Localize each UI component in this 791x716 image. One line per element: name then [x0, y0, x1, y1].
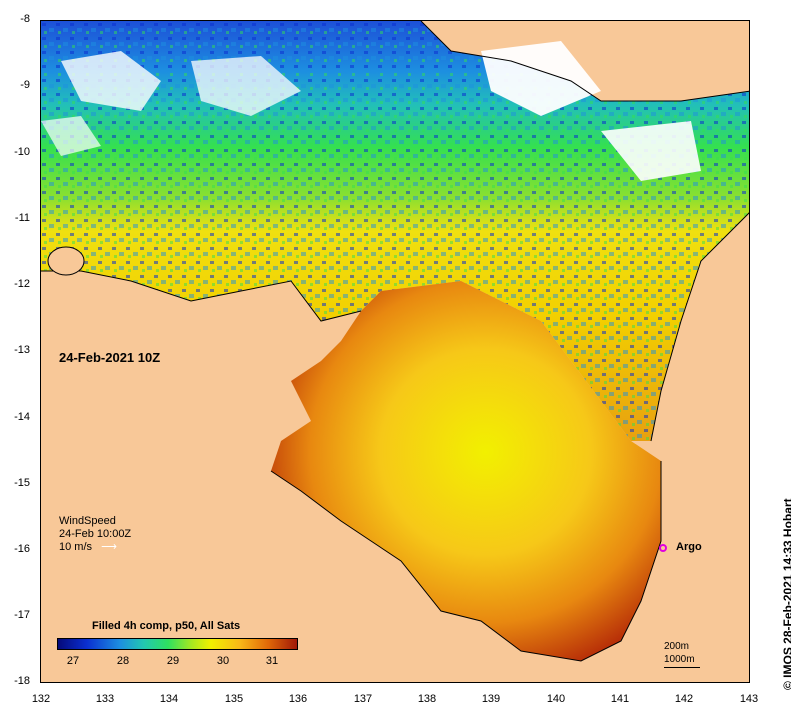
colorbar-tick: 28 [116, 655, 130, 667]
lon-tick-label: 135 [224, 693, 244, 705]
wind-scale-row: 10 m/s ⟶ [59, 541, 131, 554]
colorbar [57, 638, 298, 650]
wind-time: 24-Feb 10:00Z [59, 528, 132, 540]
lon-tick-label: 137 [353, 693, 373, 705]
wind-arrow-icon: ⟶ [101, 541, 117, 553]
date-label: 24-Feb-2021 10Z [59, 350, 161, 365]
colorbar-tick: 27 [66, 655, 80, 667]
cloud-gap [61, 51, 161, 111]
lon-tick-label: 132 [31, 693, 51, 705]
lat-tick-label: -8 [20, 13, 30, 25]
island [47, 246, 85, 276]
lat-tick-label: -13 [14, 344, 30, 356]
cloud-gap [191, 56, 301, 116]
lon-tick-label: 138 [417, 693, 437, 705]
coastline [270, 461, 662, 662]
lat-tick-label: -15 [14, 477, 30, 489]
lon-tick-label: 133 [95, 693, 115, 705]
cloud-gap [41, 116, 101, 156]
colorbar-tick: 30 [216, 655, 230, 667]
depth-1000m-label: 1000m [664, 654, 695, 665]
wind-title: WindSpeed [59, 515, 116, 527]
argo-label: Argo [676, 541, 702, 553]
lon-tick-label: 134 [159, 693, 179, 705]
lon-tick-label: 142 [674, 693, 694, 705]
sst-field [41, 21, 749, 682]
lat-tick-label: -17 [14, 609, 30, 621]
gulf-of-carpentaria [271, 281, 661, 661]
coastline [650, 212, 749, 442]
colorbar-title: Filled 4h comp, p50, All Sats [92, 620, 241, 632]
lon-tick-label: 136 [288, 693, 308, 705]
colorbar-tick: 31 [265, 655, 279, 667]
argo-float-icon [659, 544, 667, 552]
lat-tick-label: -11 [14, 212, 30, 224]
wind-scale: 10 m/s [59, 541, 93, 553]
lon-tick-label: 143 [739, 693, 759, 705]
cloud-gap [601, 121, 701, 181]
lat-tick-label: -16 [14, 543, 30, 555]
coastline [420, 21, 749, 102]
lat-tick-label: -9 [20, 79, 30, 91]
depth-contour-legend: 200m 1000m [664, 640, 700, 668]
lat-tick-label: -18 [14, 675, 30, 687]
lat-tick-label: -12 [14, 278, 30, 290]
cloud-texture [41, 21, 749, 441]
sst-map [40, 20, 750, 683]
depth-contour-line [664, 667, 700, 668]
depth-200m-label: 200m [664, 641, 690, 652]
lon-tick-label: 139 [481, 693, 501, 705]
lon-tick-label: 140 [546, 693, 566, 705]
lat-tick-label: -14 [14, 411, 30, 423]
credit-text: © IMOS 28-Feb-2021 14:33 Hobart [781, 498, 791, 690]
colorbar-tick: 29 [166, 655, 180, 667]
lat-tick-label: -10 [14, 146, 30, 158]
cloud-gap [481, 41, 601, 116]
coastline [41, 270, 362, 322]
wind-legend: WindSpeed 24-Feb 10:00Z 10 m/s ⟶ [59, 515, 131, 554]
lon-tick-label: 141 [610, 693, 630, 705]
